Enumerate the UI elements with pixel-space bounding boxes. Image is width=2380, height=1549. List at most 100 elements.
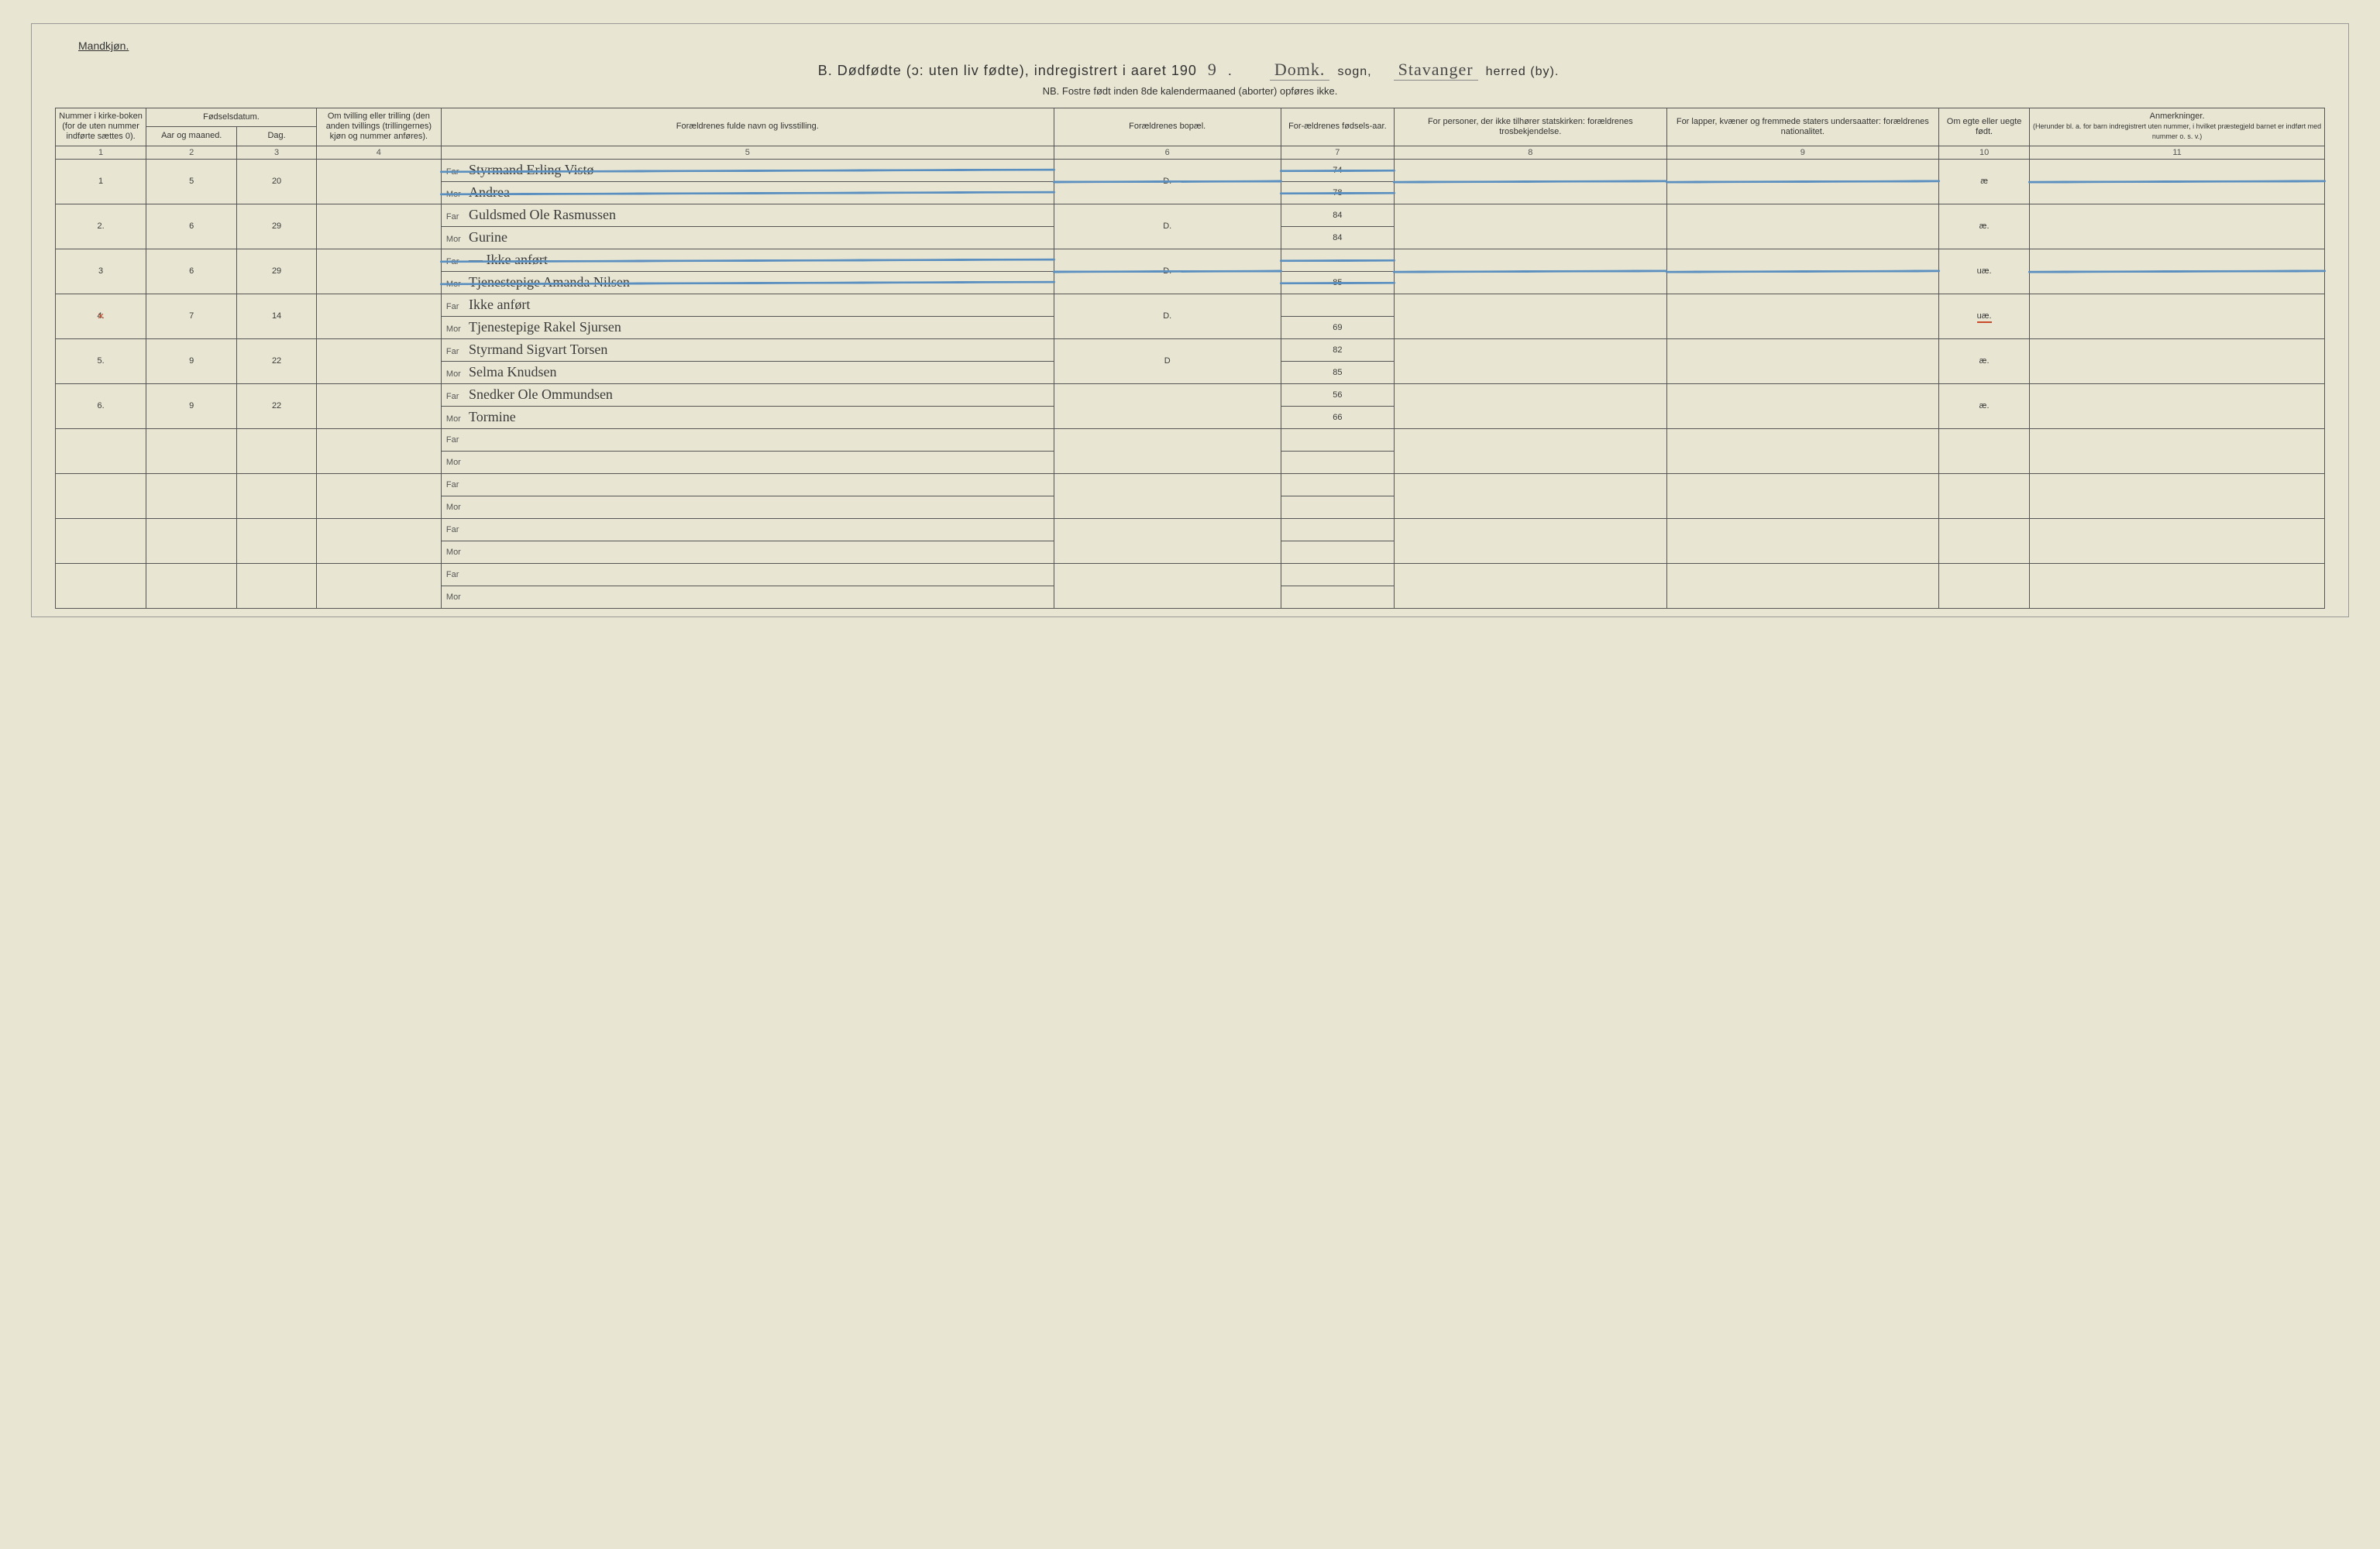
cell-mor: Mor Gurine (441, 226, 1054, 249)
table-row: 2. 6 29 Far Guldsmed Ole Rasmussen D. 84… (56, 204, 2325, 226)
hdr-c3: Dag. (237, 127, 317, 146)
cell-maaned: 7 (146, 294, 237, 338)
table-row: 4.✕ 7 14 Far Ikke anført D. uæ. (56, 294, 2325, 316)
cell-dag: 14 (237, 294, 317, 338)
cell-anm (2030, 159, 2325, 204)
cell-c9 (1666, 294, 1938, 338)
cell-dag: 22 (237, 338, 317, 383)
hdr-c2: Aar og maaned. (146, 127, 237, 146)
cell-mor-aar: 85 (1281, 271, 1394, 294)
cell-far: Far — Ikke anført (441, 249, 1054, 271)
cell-bopal: D (1054, 338, 1281, 383)
cell-far-aar: 74 (1281, 159, 1394, 181)
table-row: 1 5 20 Far Styrmand Erling Vistø D. 74 æ (56, 159, 2325, 181)
cell-bopal: D. (1054, 159, 1281, 204)
colnum: 7 (1281, 146, 1394, 159)
cell-tvilling (316, 249, 441, 294)
cell-mor-aar: 66 (1281, 406, 1394, 428)
register-table: Nummer i kirke-boken (for de uten nummer… (55, 108, 2325, 609)
cell-c9 (1666, 159, 1938, 204)
cell-tvilling (316, 383, 441, 428)
cell-c8 (1395, 383, 1666, 428)
cell-num: 2. (56, 204, 146, 249)
cell-bopal: D. (1054, 204, 1281, 249)
colnum: 8 (1395, 146, 1666, 159)
cell-c9 (1666, 338, 1938, 383)
hdr-c11: Anmerkninger. (Herunder bl. a. for barn … (2030, 108, 2325, 146)
title-period: . (1228, 63, 1233, 78)
cell-c8 (1395, 204, 1666, 249)
colnum: 1 (56, 146, 146, 159)
colnum: 3 (237, 146, 317, 159)
hdr-c9: For lapper, kvæner og fremmede staters u… (1666, 108, 1938, 146)
cell-dag: 22 (237, 383, 317, 428)
cell-mor: Mor Tjenestepige Rakel Sjursen (441, 316, 1054, 338)
cell-maaned: 6 (146, 249, 237, 294)
subtitle: NB. Fostre født inden 8de kalendermaaned… (55, 85, 2325, 97)
table-header: Nummer i kirke-boken (for de uten nummer… (56, 108, 2325, 160)
title-prefix: B. Dødfødte (ɔ: uten liv fødte), indregi… (818, 63, 1197, 78)
table-row: 6. 9 22 Far Snedker Ole Ommundsen 56 æ. (56, 383, 2325, 406)
sogn-value: Domk. (1270, 60, 1330, 81)
table-body: 1 5 20 Far Styrmand Erling Vistø D. 74 æ… (56, 159, 2325, 608)
cell-tvilling (316, 159, 441, 204)
herred-label: herred (by). (1486, 65, 1560, 78)
cell-far-aar (1281, 249, 1394, 271)
cell-mor-aar: 69 (1281, 316, 1394, 338)
table-row: 3 6 29 Far — Ikke anført D. uæ. (56, 249, 2325, 271)
hdr-c1: Nummer i kirke-boken (for de uten nummer… (56, 108, 146, 146)
cell-mor-aar: 78 (1281, 181, 1394, 204)
cell-anm (2030, 204, 2325, 249)
cell-anm (2030, 294, 2325, 338)
cell-c9 (1666, 249, 1938, 294)
cell-dag: 20 (237, 159, 317, 204)
cell-mor: Mor Tjenestepige Amanda Nilsen (441, 271, 1054, 294)
cell-mor-aar: 84 (1281, 226, 1394, 249)
cell-c9 (1666, 204, 1938, 249)
cell-egte: æ (1939, 159, 2030, 204)
cell-egte: uæ. (1939, 294, 2030, 338)
cell-far-aar: 84 (1281, 204, 1394, 226)
cell-far: Far Snedker Ole Ommundsen (441, 383, 1054, 406)
herred-value: Stavanger (1394, 60, 1478, 81)
cell-num: 5. (56, 338, 146, 383)
cell-mor: Mor Selma Knudsen (441, 361, 1054, 383)
cell-dag: 29 (237, 204, 317, 249)
cell-egte: uæ. (1939, 249, 2030, 294)
colnum-row: 1 2 3 4 5 6 7 8 9 10 11 (56, 146, 2325, 159)
cell-num: 4.✕ (56, 294, 146, 338)
hdr-c8: For personer, der ikke tilhører statskir… (1395, 108, 1666, 146)
cell-anm (2030, 383, 2325, 428)
cell-mor: Mor Tormine (441, 406, 1054, 428)
cell-c8 (1395, 249, 1666, 294)
cell-c8 (1395, 338, 1666, 383)
colnum: 6 (1054, 146, 1281, 159)
colnum: 2 (146, 146, 237, 159)
cell-bopal (1054, 383, 1281, 428)
cell-maaned: 6 (146, 204, 237, 249)
colnum: 4 (316, 146, 441, 159)
hdr-c11-sub: (Herunder bl. a. for barn indregistrert … (2033, 122, 2321, 140)
cell-far: Far Styrmand Sigvart Torsen (441, 338, 1054, 361)
colnum: 9 (1666, 146, 1938, 159)
cell-num: 3 (56, 249, 146, 294)
hdr-c2-group: Fødselsdatum. (146, 108, 317, 127)
hdr-c7: For-ældrenes fødsels-aar. (1281, 108, 1394, 146)
cell-bopal: D. (1054, 249, 1281, 294)
cell-far-aar (1281, 294, 1394, 316)
cell-egte: æ. (1939, 383, 2030, 428)
hdr-c4: Om tvilling eller trilling (den anden tv… (316, 108, 441, 146)
cell-num: 1 (56, 159, 146, 204)
register-page: Mandkjøn. B. Dødfødte (ɔ: uten liv fødte… (31, 23, 2349, 617)
cell-c8 (1395, 294, 1666, 338)
cell-tvilling (316, 204, 441, 249)
title-year: 9 (1197, 60, 1228, 80)
cell-c9 (1666, 383, 1938, 428)
sogn-label: sogn, (1337, 65, 1371, 78)
colnum: 10 (1939, 146, 2030, 159)
colnum: 5 (441, 146, 1054, 159)
cell-far-aar: 56 (1281, 383, 1394, 406)
cell-far: Far Styrmand Erling Vistø (441, 159, 1054, 181)
colnum: 11 (2030, 146, 2325, 159)
cell-dag: 29 (237, 249, 317, 294)
